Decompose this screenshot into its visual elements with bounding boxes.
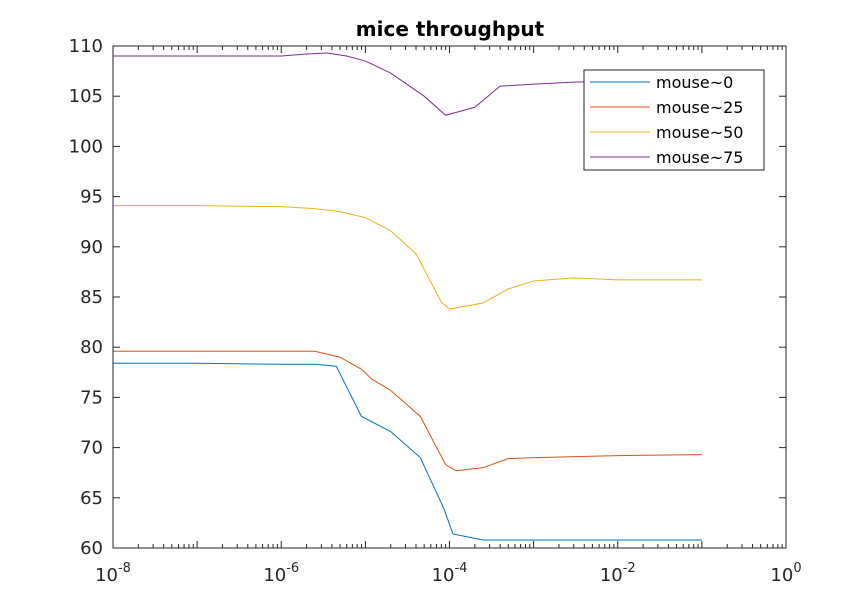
legend-box: [583, 69, 765, 171]
y-tick-label: 60: [80, 538, 103, 559]
y-tick-label: 80: [80, 337, 103, 358]
y-tick-label: 95: [80, 187, 103, 208]
x-axis: 10-8 10-6 10-4 10-2 100: [95, 46, 802, 586]
legend-label: mouse~0: [656, 73, 733, 92]
series-line-3: [113, 52, 644, 116]
legend-label: mouse~25: [656, 98, 743, 117]
series-layer: [113, 52, 702, 541]
legend-label: mouse~75: [656, 148, 743, 167]
series-line-0: [113, 362, 702, 541]
x-tick-label: 10-4: [432, 561, 468, 586]
y-tick-label: 105: [69, 86, 103, 107]
y-tick-label: 90: [80, 237, 103, 258]
y-tick-label: 70: [80, 438, 103, 459]
y-tick-label: 75: [80, 387, 103, 408]
legend-label: mouse~50: [656, 123, 743, 142]
y-tick-label: 85: [80, 287, 103, 308]
y-axis: 60 65 70 75 80 85 90 95 100 105 110: [69, 36, 786, 559]
x-tick-label: 10-8: [95, 561, 131, 586]
legend: mouse~0 mouse~25 mouse~50 mouse~75: [583, 69, 765, 171]
x-tick-label: 10-2: [600, 561, 636, 586]
series-line-2: [113, 205, 702, 310]
y-tick-label: 65: [80, 488, 103, 509]
y-tick-label: 110: [69, 36, 103, 57]
chart-title: mice throughput: [356, 17, 545, 41]
x-tick-label: 100: [770, 561, 801, 586]
y-tick-label: 100: [69, 136, 103, 157]
x-tick-label: 10-6: [263, 561, 299, 586]
series-line-1: [113, 350, 702, 472]
